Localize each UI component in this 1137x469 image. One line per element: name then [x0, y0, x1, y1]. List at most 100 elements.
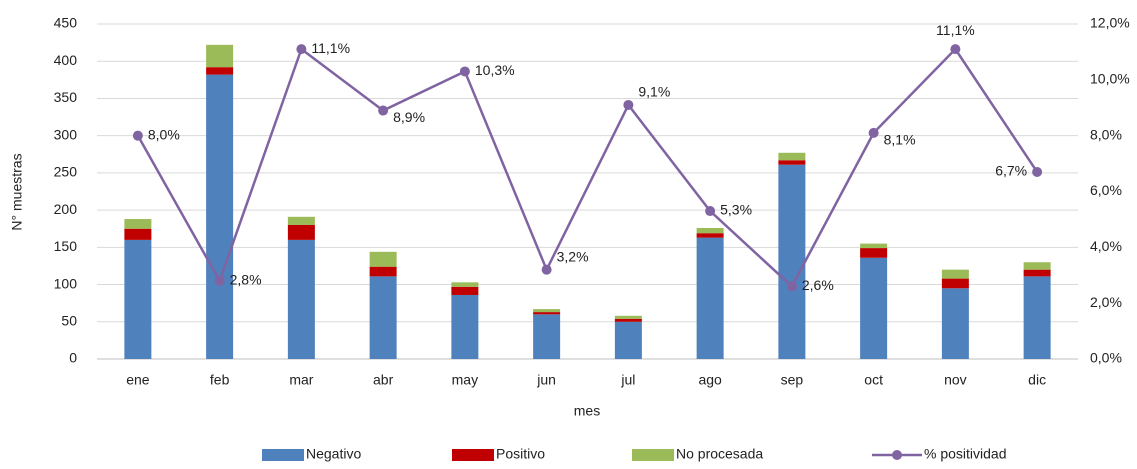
line-marker	[132, 130, 143, 141]
x-tick-label: mar	[289, 372, 313, 388]
x-tick-label: jun	[536, 372, 556, 388]
y2-tick-label: 6,0%	[1090, 182, 1122, 198]
line-marker	[214, 275, 225, 286]
bar-segment	[369, 266, 397, 277]
legend-swatch	[892, 450, 902, 460]
bar-segment	[124, 219, 152, 229]
x-tick-label: oct	[864, 372, 883, 388]
legend-swatch	[452, 449, 494, 461]
bar-segment	[614, 318, 642, 322]
line-marker	[868, 127, 879, 138]
bar-segment	[778, 164, 806, 359]
bar-segment	[1023, 269, 1051, 277]
bar-segment	[614, 315, 642, 319]
x-tick-label: feb	[210, 372, 230, 388]
line-marker	[296, 44, 307, 55]
legend-label: Positivo	[496, 446, 545, 462]
bar-segment	[696, 227, 724, 234]
bar-segment	[1023, 276, 1051, 359]
y2-tick-label: 2,0%	[1090, 294, 1122, 310]
x-tick-label: dic	[1028, 372, 1046, 388]
line-marker	[786, 281, 797, 292]
bar-segment	[614, 321, 642, 359]
bar-segment	[369, 251, 397, 267]
line-marker	[623, 99, 634, 110]
data-label: 6,7%	[995, 163, 1027, 179]
bar-segment	[451, 282, 479, 287]
data-label: 2,8%	[230, 272, 262, 288]
data-label: 11,1%	[936, 22, 975, 38]
bar-segment	[860, 243, 888, 249]
legend-label: % positividad	[924, 446, 1007, 462]
y-tick-label: 100	[54, 275, 78, 291]
bar-segment	[1023, 262, 1051, 270]
y2-tick-label: 8,0%	[1090, 126, 1122, 142]
y2-tick-label: 12,0%	[1090, 15, 1130, 31]
bar-segment	[451, 294, 479, 359]
bar-segment	[369, 276, 397, 359]
x-tick-label: may	[452, 372, 478, 388]
bar-segment	[287, 225, 315, 240]
data-label: 5,3%	[720, 202, 752, 218]
data-label: 8,1%	[884, 132, 916, 148]
y-tick-label: 450	[54, 15, 78, 31]
data-label: 8,9%	[393, 109, 425, 125]
bar-segment	[287, 216, 315, 225]
data-label: 8,0%	[148, 126, 180, 142]
line-marker	[459, 66, 470, 77]
legend-label: No procesada	[676, 446, 763, 462]
x-tick-label: sep	[781, 372, 804, 388]
bar-segment	[533, 312, 561, 315]
y-tick-label: 400	[54, 52, 78, 68]
line-series	[136, 47, 1039, 289]
y-tick-label: 300	[54, 126, 78, 142]
data-label: 9,1%	[638, 84, 670, 100]
x-tick-label: ago	[698, 372, 722, 388]
bar-segment	[860, 248, 888, 258]
y-tick-label: 200	[54, 201, 78, 217]
y-tick-label: 150	[54, 238, 78, 254]
y2-tick-label: 0,0%	[1090, 350, 1122, 366]
y-tick-label: 0	[69, 350, 77, 366]
data-label: 11,1%	[311, 40, 350, 56]
bar-segment	[124, 239, 152, 359]
bar-segment	[533, 309, 561, 313]
line-marker	[950, 44, 961, 55]
y-tick-label: 350	[54, 89, 78, 105]
bar-segment	[206, 44, 234, 68]
bar-segment	[778, 160, 806, 165]
line-marker	[541, 264, 552, 275]
y-axis-label: N° muestras	[9, 153, 25, 230]
data-label: 2,6%	[802, 277, 834, 293]
line-marker	[378, 105, 389, 116]
bar-segment	[533, 314, 561, 359]
legend-swatch	[632, 449, 674, 461]
y-tick-label: 50	[61, 312, 77, 328]
bar-segment	[941, 278, 969, 289]
y-tick-label: 250	[54, 164, 78, 180]
x-axis-label: mes	[574, 403, 600, 419]
bar-segment	[696, 237, 724, 359]
line-marker	[1032, 166, 1043, 177]
data-label: 3,2%	[557, 248, 589, 264]
legend-swatch	[262, 449, 304, 461]
bar-segment	[451, 286, 479, 295]
bar-segment	[941, 269, 969, 279]
bar-segment	[287, 239, 315, 359]
legend-label: Negativo	[306, 446, 361, 462]
bar-segment	[860, 257, 888, 359]
data-label: 10,3%	[475, 62, 515, 78]
y2-tick-label: 10,0%	[1090, 71, 1130, 87]
bar-segment	[778, 152, 806, 161]
x-tick-label: ene	[126, 372, 150, 388]
bar-segment	[941, 288, 969, 359]
bar-segment	[696, 233, 724, 238]
bar-segment	[206, 67, 234, 75]
y2-tick-label: 4,0%	[1090, 238, 1122, 254]
bar-segment	[124, 228, 152, 240]
x-tick-label: jul	[620, 372, 635, 388]
x-tick-label: nov	[944, 372, 967, 388]
bar-segment	[206, 74, 234, 359]
x-tick-label: abr	[373, 372, 394, 388]
